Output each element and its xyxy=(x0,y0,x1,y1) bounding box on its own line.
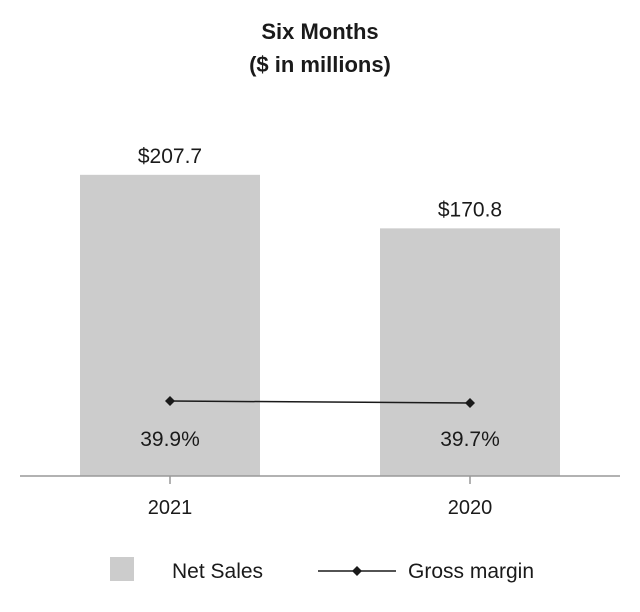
legend-label-gross-margin: Gross margin xyxy=(408,560,534,583)
bar-label-2021: $207.7 xyxy=(138,145,202,168)
line-series xyxy=(165,396,475,408)
x-axis-ticks: 2021 2020 xyxy=(148,476,493,519)
legend-swatch-net-sales xyxy=(110,557,134,581)
gross-margin-label-2021: 39.9% xyxy=(140,428,200,451)
bar-series xyxy=(80,174,560,476)
chart-title: Six Months xyxy=(261,19,378,44)
line-value-labels: 39.9% 39.7% xyxy=(140,428,500,451)
legend-label-net-sales: Net Sales xyxy=(172,560,263,583)
bar-value-labels: $207.7 $170.8 xyxy=(138,145,502,222)
gross-margin-label-2020: 39.7% xyxy=(440,428,500,451)
bar-2020 xyxy=(380,228,560,476)
x-tick-label-2020: 2020 xyxy=(448,497,493,519)
gross-margin-point-2021 xyxy=(165,396,175,406)
legend-marker-gross-margin xyxy=(352,566,362,576)
x-tick-label-2021: 2021 xyxy=(148,497,193,519)
chart-subtitle: ($ in millions) xyxy=(249,52,391,77)
legend: Net Sales Gross margin xyxy=(110,557,534,583)
gross-margin-line xyxy=(169,400,471,404)
bar-label-2020: $170.8 xyxy=(438,198,502,221)
gross-margin-point-2020 xyxy=(465,398,475,408)
bar-2021 xyxy=(80,174,260,476)
